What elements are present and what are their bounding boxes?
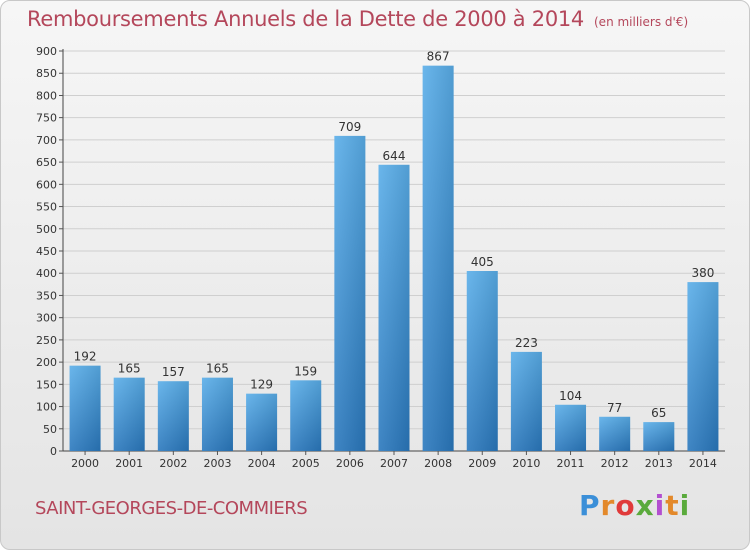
bar-shade	[378, 164, 410, 451]
data-labels: 192 165 157 165 129 159 709 644 867 405 223 104 77 65…	[74, 50, 715, 420]
y-tick-labels: 0 50 100 150 200 250 300 350 400 450 500 550 600 650 7…	[36, 45, 63, 458]
bar-shade	[687, 282, 719, 451]
x-tick-label: 2001	[115, 457, 143, 470]
y-tick-label: 50	[43, 423, 57, 436]
y-tick-label: 750	[36, 112, 57, 125]
x-tick-label: 2010	[512, 457, 540, 470]
chart-title: Remboursements Annuels de la Dette de 20…	[27, 7, 688, 31]
y-tick-label: 800	[36, 89, 57, 102]
y-tick-label: 250	[36, 334, 57, 347]
data-label: 159	[294, 364, 317, 378]
x-tick-label: 2014	[689, 457, 717, 470]
data-label: 644	[383, 149, 406, 163]
x-tick-label: 2005	[292, 457, 320, 470]
y-tick-label: 0	[50, 445, 57, 458]
x-tick-label: 2009	[468, 457, 496, 470]
x-tick-label: 2007	[380, 457, 408, 470]
proxiti-logo: Proxiti	[579, 489, 691, 522]
bar-shade	[334, 135, 366, 451]
bar-shade	[510, 351, 542, 451]
y-tick-label: 850	[36, 67, 57, 80]
data-label: 165	[206, 362, 229, 376]
data-label: 129	[250, 378, 273, 392]
chart-unit: (en milliers d'€)	[594, 15, 689, 29]
y-tick-label: 100	[36, 401, 57, 414]
x-tick-label: 2002	[159, 457, 187, 470]
y-tick-label: 700	[36, 134, 57, 147]
data-label: 223	[515, 336, 538, 350]
y-tick-label: 200	[36, 356, 57, 369]
bar-shade	[113, 377, 145, 451]
bar-shade	[69, 365, 101, 451]
bar-shade	[599, 416, 631, 451]
bar-shade	[290, 380, 322, 451]
y-tick-label: 900	[36, 45, 57, 58]
data-label: 709	[338, 120, 361, 134]
y-tick-label: 300	[36, 312, 57, 325]
data-label: 65	[651, 406, 666, 420]
data-label: 104	[559, 389, 582, 403]
data-label: 380	[691, 266, 714, 280]
x-tick-label: 2011	[557, 457, 585, 470]
x-tick-label: 2003	[203, 457, 231, 470]
bar-shade	[466, 271, 498, 451]
bar-shade	[157, 381, 189, 451]
x-tick-label: 2008	[424, 457, 452, 470]
y-tick-label: 600	[36, 178, 57, 191]
bar-shade	[643, 422, 675, 451]
x-tick-labels: 2000 2001 2002 2003 2004 2005 2006 2007 2008 2009…	[71, 451, 717, 470]
bar-shade	[422, 65, 454, 452]
data-label: 192	[74, 350, 97, 364]
y-tick-label: 550	[36, 201, 57, 214]
data-label: 405	[471, 255, 494, 269]
bar-shade	[201, 377, 233, 451]
y-tick-label: 500	[36, 223, 57, 236]
x-tick-label: 2000	[71, 457, 99, 470]
data-label: 77	[607, 401, 622, 415]
bars	[69, 65, 719, 452]
bar-shade	[246, 393, 278, 451]
y-tick-label: 350	[36, 289, 57, 302]
x-tick-label: 2006	[336, 457, 364, 470]
x-tick-label: 2004	[248, 457, 276, 470]
commune-name: SAINT-GEORGES-DE-COMMIERS	[35, 498, 308, 519]
y-tick-label: 150	[36, 378, 57, 391]
y-tick-label: 400	[36, 267, 57, 280]
x-tick-label: 2012	[601, 457, 629, 470]
data-label: 157	[162, 365, 185, 379]
chart-title-text: Remboursements Annuels de la Dette de 20…	[27, 7, 584, 31]
data-label: 165	[118, 362, 141, 376]
y-tick-label: 650	[36, 156, 57, 169]
x-tick-label: 2013	[645, 457, 673, 470]
data-label: 867	[427, 50, 450, 64]
y-tick-label: 450	[36, 245, 57, 258]
bar-shade	[555, 404, 587, 451]
